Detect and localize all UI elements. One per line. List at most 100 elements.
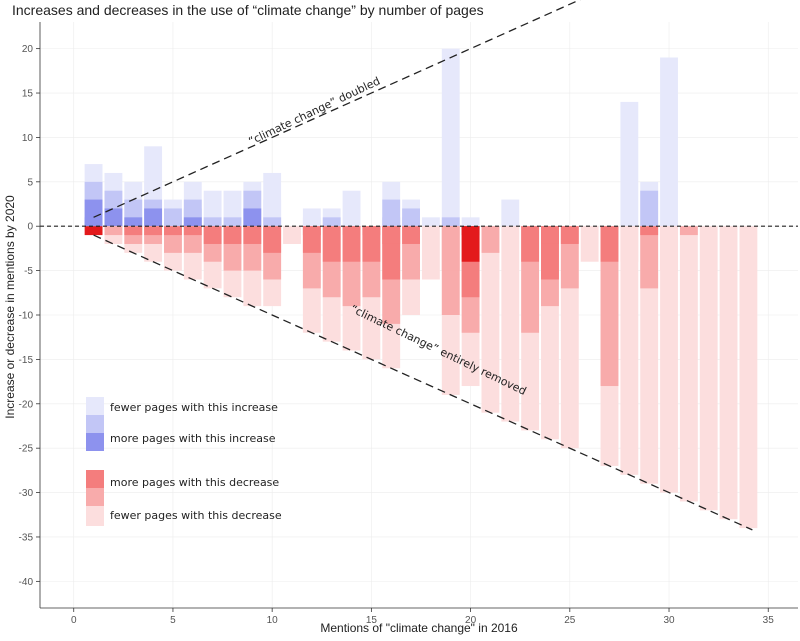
increase-bar bbox=[620, 101, 639, 227]
decrease-bar bbox=[421, 226, 440, 280]
y-tick-label: -25 bbox=[19, 444, 34, 455]
y-tick-label: -40 bbox=[19, 577, 34, 588]
decrease-bar bbox=[541, 226, 559, 244]
decrease-bar bbox=[263, 226, 282, 253]
increase-bar bbox=[302, 217, 321, 227]
decrease-bar bbox=[164, 226, 182, 236]
legend: fewer pages with this increase more page… bbox=[86, 397, 282, 526]
increase-bar bbox=[164, 217, 182, 227]
y-axis-title: Increase or decrease in mentions by 2020 bbox=[3, 195, 17, 419]
y-tick-label: 15 bbox=[22, 89, 34, 100]
y-tick-label: -10 bbox=[19, 311, 34, 322]
doubled-line bbox=[93, 0, 581, 218]
decrease-bar bbox=[679, 226, 698, 236]
decrease-bar bbox=[382, 226, 401, 244]
removed-line bbox=[93, 234, 753, 531]
decrease-bar bbox=[481, 226, 500, 253]
x-axis-title: Mentions of "climate change" in 2016 bbox=[320, 621, 518, 635]
legend-swatch-increase-light bbox=[86, 397, 104, 415]
decrease-bar bbox=[283, 226, 301, 244]
decrease-bar bbox=[302, 226, 321, 236]
legend-swatch-increase-dark bbox=[86, 433, 104, 451]
decrease-bar bbox=[104, 226, 123, 236]
decrease-bar bbox=[461, 226, 480, 236]
chart-title: Increases and decreases in the use of “c… bbox=[12, 2, 484, 18]
increase-bar bbox=[402, 217, 420, 227]
legend-swatch-decrease-dark bbox=[86, 470, 104, 488]
increase-bar bbox=[441, 48, 460, 227]
x-tick-label: 25 bbox=[564, 615, 576, 626]
decrease-bar bbox=[660, 226, 678, 493]
y-tick-label: -30 bbox=[19, 488, 34, 499]
increase-bar bbox=[342, 190, 361, 227]
legend-label-more-decrease: more pages with this decrease bbox=[110, 476, 279, 489]
axes: 0 5 10 15 20 25 30 35 20 15 10 5 0 -5 -10 -15 -20 -25 -30 -… bbox=[19, 22, 798, 626]
decrease-bar bbox=[322, 226, 341, 262]
increase-bar bbox=[461, 217, 480, 227]
increase-bar bbox=[124, 217, 143, 227]
decrease-bar bbox=[243, 226, 262, 244]
increase-bar bbox=[640, 190, 659, 227]
increase-bar bbox=[660, 57, 678, 227]
decrease-bar bbox=[203, 226, 222, 244]
decrease-bar bbox=[124, 226, 143, 236]
decrease-bar bbox=[640, 226, 659, 289]
y-tick-label: -20 bbox=[19, 399, 34, 410]
decrease-bar bbox=[521, 226, 540, 262]
decrease-bar bbox=[84, 226, 103, 236]
x-tick-label: 0 bbox=[71, 615, 77, 626]
x-tick-label: 10 bbox=[267, 615, 279, 626]
decrease-bar bbox=[679, 226, 698, 502]
y-tick-label: -35 bbox=[19, 532, 34, 543]
legend-label-fewer-increase: fewer pages with this increase bbox=[110, 401, 278, 414]
increase-bar bbox=[104, 208, 123, 227]
increase-bar bbox=[223, 217, 242, 227]
y-tick-label: -15 bbox=[19, 355, 34, 366]
increase-bar bbox=[263, 217, 282, 227]
x-tick-label: 20 bbox=[465, 615, 477, 626]
increase-bar bbox=[441, 217, 460, 227]
y-tick-label: 0 bbox=[27, 222, 33, 233]
y-tick-label: 20 bbox=[22, 44, 34, 55]
decrease-bar bbox=[739, 226, 758, 529]
decrease-bar bbox=[560, 226, 579, 244]
increase-bar bbox=[183, 217, 202, 227]
decrease-bar bbox=[183, 226, 202, 236]
increase-bar bbox=[501, 199, 520, 227]
bars bbox=[84, 48, 758, 529]
y-tick-label: -5 bbox=[24, 266, 33, 277]
decrease-bar bbox=[342, 226, 361, 236]
decrease-bar bbox=[620, 226, 639, 475]
decrease-bar bbox=[441, 226, 460, 271]
decrease-bar bbox=[620, 226, 639, 262]
reference-lines bbox=[40, 0, 798, 531]
x-tick-label: 30 bbox=[663, 615, 675, 626]
legend-swatch-decrease-light bbox=[86, 506, 104, 526]
decrease-bar bbox=[640, 226, 659, 236]
annotation-doubled: “climate change” doubled bbox=[246, 74, 382, 148]
increase-bar bbox=[382, 217, 401, 227]
decrease-bar bbox=[580, 226, 599, 262]
increase-bar bbox=[243, 208, 262, 227]
y-tick-label: 10 bbox=[22, 133, 34, 144]
increase-bar bbox=[203, 217, 222, 227]
decrease-bar bbox=[699, 226, 718, 511]
increase-bar bbox=[144, 208, 163, 227]
legend-label-more-increase: more pages with this increase bbox=[110, 432, 276, 445]
decrease-bar bbox=[719, 226, 738, 520]
decrease-bar bbox=[362, 226, 381, 236]
x-tick-label: 15 bbox=[366, 615, 378, 626]
increase-bar bbox=[322, 217, 341, 227]
decrease-bar bbox=[600, 226, 619, 262]
decrease-bar bbox=[660, 226, 678, 271]
x-tick-label: 35 bbox=[763, 615, 775, 626]
decrease-bar bbox=[223, 226, 242, 244]
decrease-bar bbox=[144, 226, 163, 236]
increase-bar bbox=[421, 217, 440, 227]
increase-bar bbox=[84, 217, 103, 227]
decrease-bar bbox=[640, 226, 659, 484]
legend-label-fewer-decrease: fewer pages with this decrease bbox=[110, 509, 282, 522]
decrease-bar bbox=[501, 226, 520, 422]
